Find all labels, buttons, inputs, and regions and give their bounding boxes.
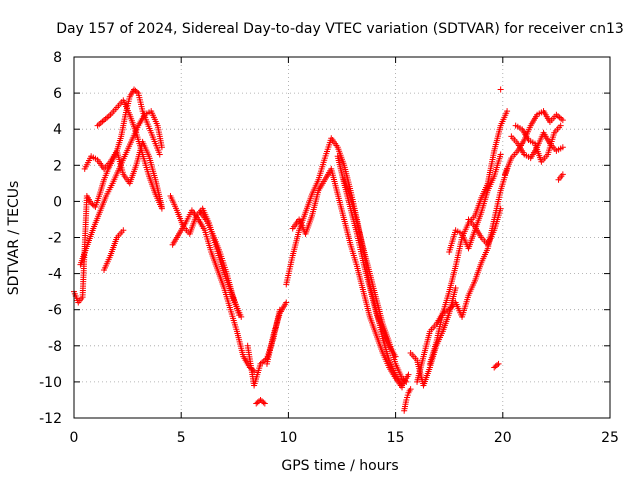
data-point bbox=[399, 384, 406, 391]
data-point bbox=[495, 360, 502, 367]
y-tick-label: -12 bbox=[39, 411, 62, 427]
series-track-t bbox=[446, 151, 504, 255]
data-point bbox=[401, 377, 408, 384]
y-tick-label: 4 bbox=[53, 122, 62, 138]
series-track-f bbox=[169, 207, 258, 375]
data-point bbox=[405, 371, 412, 378]
data-point bbox=[452, 285, 459, 292]
series-track-p bbox=[401, 386, 414, 414]
series-track-d bbox=[94, 97, 165, 212]
data-point bbox=[559, 171, 566, 178]
series-track-r bbox=[414, 165, 511, 385]
series-track-y bbox=[508, 129, 566, 162]
y-tick-label: -6 bbox=[48, 303, 62, 319]
data-point bbox=[497, 205, 504, 212]
data-point bbox=[559, 144, 566, 151]
data-point bbox=[158, 205, 165, 212]
y-tick-label: -10 bbox=[39, 375, 62, 391]
series-track-k bbox=[263, 299, 290, 367]
series-track-a bbox=[71, 86, 163, 306]
series-track-j bbox=[253, 396, 268, 407]
x-tick-label: 0 bbox=[70, 430, 79, 446]
data-point bbox=[559, 117, 566, 124]
series-track-s bbox=[426, 108, 511, 367]
series-track-i bbox=[244, 306, 283, 389]
x-tick-label: 10 bbox=[279, 430, 297, 446]
data-point bbox=[392, 353, 399, 360]
series-track-q bbox=[407, 285, 459, 389]
data-point bbox=[236, 312, 243, 319]
x-tick-label: 25 bbox=[601, 430, 619, 446]
y-tick-label: 0 bbox=[53, 194, 62, 210]
series-track-c bbox=[81, 138, 165, 210]
data-point bbox=[261, 400, 268, 407]
data-point bbox=[403, 378, 410, 385]
data-point bbox=[497, 151, 504, 158]
data-point bbox=[504, 108, 511, 115]
axis-ticks: 0 5 10 15 20 25 -12 -10 -8 -6 -4 -2 0 2 4 6 8 bbox=[39, 50, 619, 446]
series-track-u bbox=[465, 205, 504, 248]
series-track-b bbox=[77, 108, 165, 268]
data-point bbox=[158, 144, 165, 151]
y-tick-label: 8 bbox=[53, 50, 62, 66]
series-track-aa bbox=[555, 171, 566, 183]
data-point bbox=[260, 399, 267, 406]
series-track-e bbox=[101, 227, 127, 273]
data-point bbox=[407, 386, 414, 393]
x-tick-label: 5 bbox=[177, 430, 186, 446]
x-tick-label: 15 bbox=[387, 430, 405, 446]
data-point bbox=[156, 151, 163, 158]
series-track-w bbox=[497, 86, 504, 93]
data-point bbox=[557, 122, 564, 129]
y-tick-label: -4 bbox=[48, 267, 62, 283]
series-track-v bbox=[491, 360, 502, 371]
x-axis-label: GPS time / hours bbox=[281, 458, 398, 474]
series-track-z bbox=[512, 122, 564, 165]
data-point bbox=[497, 86, 504, 93]
y-tick-label: -8 bbox=[48, 339, 62, 355]
series-track-g bbox=[167, 192, 245, 320]
y-tick-label: 2 bbox=[53, 158, 62, 174]
series-track-h bbox=[197, 209, 243, 319]
data-point bbox=[120, 227, 127, 234]
series-track-m bbox=[289, 165, 406, 391]
series-track-o bbox=[334, 153, 399, 360]
x-tick-label: 20 bbox=[494, 430, 512, 446]
data-point bbox=[283, 299, 290, 306]
data-points bbox=[71, 86, 566, 414]
y-tick-label: 6 bbox=[53, 86, 62, 102]
y-axis-label: SDTVAR / TECUs bbox=[6, 181, 22, 296]
data-point bbox=[494, 362, 501, 369]
grid bbox=[74, 57, 610, 418]
data-point bbox=[133, 88, 140, 95]
y-tick-label: -2 bbox=[48, 231, 62, 247]
chart-title: Day 157 of 2024, Sidereal Day-to-day VTE… bbox=[56, 21, 624, 37]
